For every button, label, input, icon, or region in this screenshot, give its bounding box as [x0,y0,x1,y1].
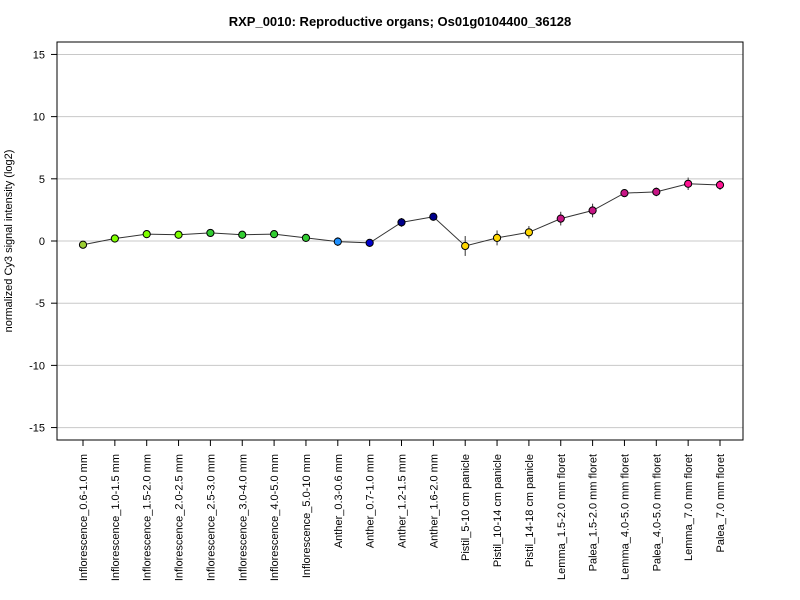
x-tick-label: Anther_0.7-1.0 mm [365,454,377,548]
x-tick-label: Palea_7.0 mm floret [715,454,727,552]
data-points [78,179,725,251]
x-tick-label: Lemma_4.0-5.0 mm floret [619,454,631,580]
data-point [684,179,693,188]
data-point [365,238,374,247]
x-tick-label: Inflorescence_1.5-2.0 mm [142,454,154,581]
x-tick-label: Anther_1.2-1.5 mm [397,454,409,548]
y-tick-label: -10 [29,360,45,372]
x-tick-label: Inflorescence_4.0-5.0 mm [269,454,281,581]
y-tick-label: -15 [29,423,45,435]
x-tick-label: Inflorescence_2.5-3.0 mm [205,454,217,581]
x-tick-label: Pistil_5-10 cm panicle [460,454,472,561]
plot-frame [56,41,744,441]
y-axis-label: normalized Cy3 signal intensity (log2) [3,150,15,333]
data-point [301,233,311,242]
y-tick-label: 5 [39,174,45,186]
data-point [556,214,565,223]
data-point [652,187,661,196]
data-point [110,234,119,243]
y-tick-label: 10 [33,112,45,124]
data-point [524,228,534,237]
data-point [206,228,215,238]
x-tick-label: Inflorescence_0.6-1.0 mm [78,454,90,581]
y-tick-label: 0 [39,236,45,248]
data-point [142,230,151,239]
axes: -15 -10 -5 0 5 10 15 Inflorescence_0.6-1.0 mm In… [29,49,727,581]
data-point [78,240,88,249]
data-point [588,206,597,215]
chart-title: RXP_0010: Reproductive organs; Os01g0104… [229,14,572,29]
data-point [461,241,470,251]
x-tick-label: Inflorescence_5.0-10 mm [301,454,313,578]
x-tick-label: Inflorescence_2.0-2.5 mm [174,454,186,581]
data-point [270,230,279,239]
x-tick-label: Palea_4.0-5.0 mm floret [651,454,663,571]
x-tick-label: Pistil_10-14 cm panicle [492,454,504,567]
data-point [492,233,502,242]
data-point [174,230,183,239]
x-tick-label: Pistil_14-18 cm panicle [524,454,536,567]
y-tick-label: -5 [35,298,45,310]
x-tick-label: Lemma_1.5-2.0 mm floret [556,454,568,580]
data-point [238,230,247,239]
x-tick-label: Palea_1.5-2.0 mm floret [588,454,600,571]
x-tick-label: Lemma_7.0 mm floret [683,454,695,561]
data-point [333,237,342,246]
x-tick-label: Anther_0.3-0.6 mm [333,454,345,548]
data-point [620,189,629,198]
y-tick-label: 15 [33,49,45,61]
data-point [429,212,438,221]
data-point [715,180,725,190]
x-tick-label: Inflorescence_3.0-4.0 mm [237,454,249,581]
data-point [397,218,406,227]
x-tick-label: Inflorescence_1.0-1.5 mm [110,454,122,581]
grid-lines [57,53,743,429]
x-tick-label: Anther_1.6-2.0 mm [428,454,440,548]
